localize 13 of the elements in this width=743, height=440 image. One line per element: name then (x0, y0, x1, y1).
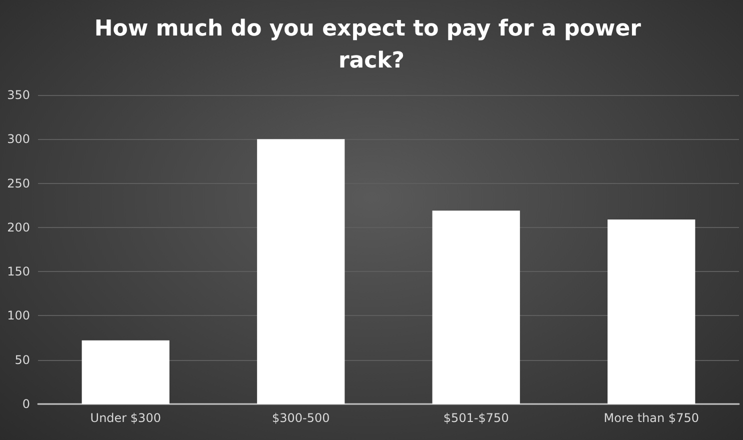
x-tick-label: $501-$750 (443, 411, 509, 425)
x-tick-label: Under $300 (90, 411, 161, 425)
y-tick-label: 200 (7, 220, 30, 234)
y-tick-label: 300 (7, 132, 30, 146)
y-tick-label: 350 (7, 88, 30, 102)
y-tick-label: 0 (22, 397, 30, 411)
y-tick-label: 50 (14, 352, 30, 367)
chart-title: How much do you expect to pay for a power rack? (94, 16, 649, 74)
y-tick-label: 250 (7, 176, 30, 190)
y-tick-label: 150 (7, 264, 30, 279)
y-tick-label: 100 (7, 308, 30, 323)
x-tick-label: More than $750 (604, 411, 699, 425)
x-tick-label: $300-500 (272, 411, 330, 425)
